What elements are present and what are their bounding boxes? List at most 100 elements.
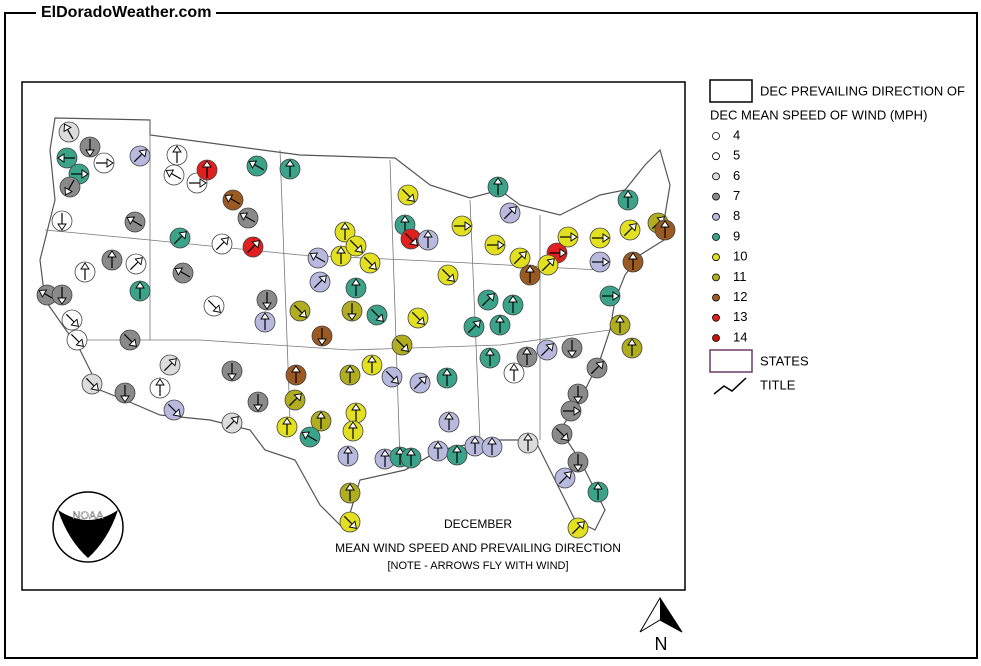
arrow-head	[248, 160, 258, 169]
wind-arrow	[309, 252, 326, 263]
station	[289, 300, 311, 322]
wind-arrow	[349, 239, 363, 253]
wind-arrow	[508, 295, 518, 313]
station	[409, 372, 431, 394]
wind-arrow	[509, 363, 519, 381]
wind-arrow	[133, 149, 147, 163]
wind-arrow	[129, 257, 143, 271]
wind-arrow	[487, 437, 497, 455]
arrow-head	[70, 318, 79, 327]
arrow-head	[623, 190, 633, 198]
arrow-head	[563, 471, 572, 480]
arrow-head	[452, 445, 462, 453]
station	[374, 448, 396, 470]
station	[619, 219, 641, 241]
wind-arrow	[282, 417, 292, 435]
wind-arrow	[57, 213, 67, 231]
station	[517, 432, 539, 454]
station	[334, 221, 356, 243]
wind-arrow	[291, 365, 301, 383]
arrow-head	[345, 365, 355, 373]
legend-direction-box	[709, 79, 753, 103]
wind-arrow	[351, 278, 361, 296]
arrow-head	[497, 240, 505, 250]
arrow-head	[81, 169, 89, 179]
station	[407, 307, 429, 329]
station	[654, 219, 676, 241]
outer-border	[4, 12, 978, 659]
arrow-head	[343, 446, 353, 454]
arrow-head	[85, 149, 95, 157]
wind-arrow	[65, 313, 79, 327]
wind-arrow	[615, 315, 625, 333]
wind-arrow	[592, 233, 610, 243]
legend-speed-dot	[712, 273, 720, 282]
station	[159, 354, 181, 376]
arrow-head	[135, 281, 145, 289]
station	[451, 215, 473, 237]
legend-speed-dot	[712, 132, 720, 140]
wind-arrow	[467, 320, 481, 334]
station	[438, 411, 460, 433]
station	[489, 314, 511, 336]
station	[560, 400, 582, 422]
arrow-head	[546, 258, 555, 267]
station	[101, 249, 123, 271]
arrow-head	[199, 178, 207, 188]
station	[622, 251, 644, 273]
station	[242, 236, 264, 258]
wind-arrow	[301, 431, 318, 442]
wind-arrow	[493, 177, 503, 195]
arrow-head	[178, 231, 187, 240]
station	[299, 426, 321, 448]
north-arrow: N	[639, 597, 683, 654]
arrow-head	[285, 159, 295, 167]
wind-arrow	[573, 386, 583, 404]
wind-arrow	[571, 521, 585, 535]
arrow-head	[282, 417, 292, 425]
legend-speed-label: 9	[733, 228, 740, 243]
wind-arrow	[541, 258, 555, 272]
station	[221, 360, 243, 382]
station	[81, 373, 103, 395]
station	[464, 435, 486, 457]
legend-speed-dot	[712, 293, 720, 302]
arrow-head	[348, 421, 358, 429]
wind-arrow	[246, 240, 260, 254]
arrow-head	[485, 348, 495, 356]
arrow-head	[354, 244, 363, 253]
station	[66, 329, 88, 351]
arrow-head	[573, 464, 583, 472]
wind-arrow	[126, 216, 143, 227]
wind-arrow	[345, 483, 355, 501]
map-note: [NOTE - ARROWS FLY WITH WIND]	[387, 560, 568, 572]
arrow-head	[416, 316, 425, 325]
wind-arrow	[454, 221, 472, 231]
wind-arrow	[441, 268, 455, 282]
wind-arrow	[260, 312, 270, 330]
arrow-head	[409, 237, 418, 246]
arrow-head	[627, 338, 637, 346]
arrow-head	[472, 320, 481, 329]
station	[609, 314, 631, 336]
legend-speed-label: 7	[733, 188, 740, 203]
station	[339, 364, 361, 386]
arrow-head	[293, 393, 302, 402]
station	[36, 284, 58, 306]
arrow-head	[400, 343, 409, 352]
arrow-head	[464, 221, 472, 231]
wind-arrow	[71, 169, 89, 179]
legend: DEC PREVAILING DIRECTION OF DEC MEAN SPE…	[709, 79, 965, 395]
wind-arrow	[253, 394, 263, 412]
wind-arrow	[363, 256, 377, 270]
arrow-head	[64, 186, 73, 196]
wind-arrow	[503, 206, 517, 220]
station	[74, 261, 96, 283]
wind-arrow	[573, 454, 583, 472]
station	[554, 467, 576, 489]
station	[61, 309, 83, 331]
arrow-head	[239, 212, 249, 221]
wind-arrow	[560, 232, 578, 242]
arrow-head	[573, 406, 581, 416]
